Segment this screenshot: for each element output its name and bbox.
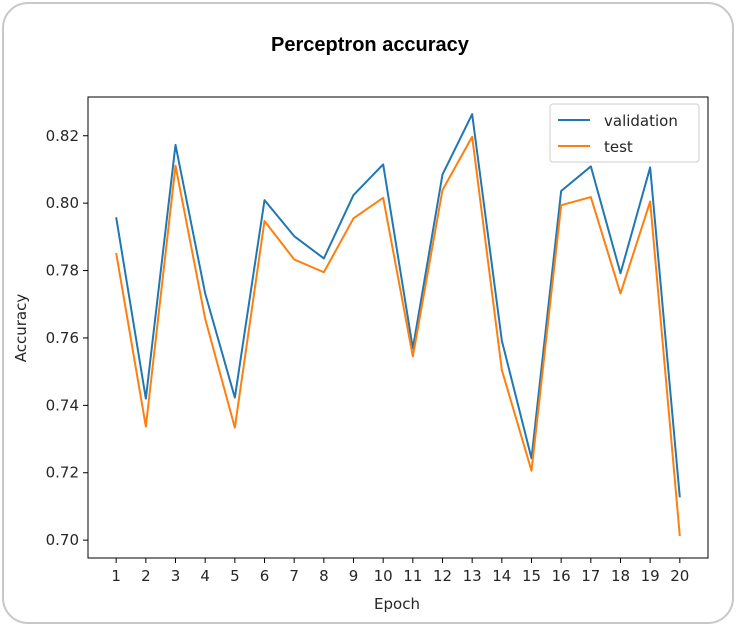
legend: validation test xyxy=(549,103,700,163)
series-lines xyxy=(115,113,681,537)
x-tick-label: 13 xyxy=(463,567,482,585)
y-tick-label: 0.72 xyxy=(46,464,79,482)
x-tick-label: 9 xyxy=(349,567,359,585)
plot-area xyxy=(87,96,709,559)
legend-box xyxy=(549,103,700,163)
legend-label-test: test xyxy=(604,138,633,156)
y-tick-label: 0.74 xyxy=(46,396,79,414)
series-line-validation xyxy=(115,113,681,498)
y-axis-label: Accuracy xyxy=(12,294,30,363)
x-tick-label: 18 xyxy=(611,567,630,585)
y-tick-label: 0.80 xyxy=(46,194,79,212)
x-tick-label: 17 xyxy=(581,567,600,585)
x-tick-label: 3 xyxy=(171,567,181,585)
y-tick-label: 0.82 xyxy=(46,127,79,145)
x-axis-ticks: 1 2 3 4 5 6 7 8 9 10 11 12 13 14 15 16 17 18 19 20 xyxy=(111,558,689,585)
x-tick-label: 20 xyxy=(670,567,689,585)
x-tick-label: 2 xyxy=(141,567,151,585)
x-tick-label: 16 xyxy=(552,567,571,585)
x-tick-label: 5 xyxy=(230,567,240,585)
y-axis-ticks: 0.70 0.72 0.74 0.76 0.78 0.80 0.82 xyxy=(46,127,88,549)
series-line-test xyxy=(115,135,681,537)
x-tick-label: 12 xyxy=(433,567,452,585)
x-tick-label: 4 xyxy=(200,567,210,585)
y-tick-label: 0.76 xyxy=(46,329,79,347)
x-tick-label: 7 xyxy=(289,567,299,585)
x-tick-label: 19 xyxy=(641,567,660,585)
chart-title: Perceptron accuracy xyxy=(271,34,469,56)
legend-label-validation: validation xyxy=(604,112,678,130)
x-tick-label: 14 xyxy=(492,567,511,585)
x-axis-label: Epoch xyxy=(374,595,420,613)
x-tick-label: 8 xyxy=(319,567,329,585)
x-tick-label: 6 xyxy=(260,567,270,585)
x-tick-label: 1 xyxy=(111,567,121,585)
x-tick-label: 11 xyxy=(403,567,422,585)
y-tick-label: 0.78 xyxy=(46,262,79,280)
x-tick-label: 10 xyxy=(374,567,393,585)
y-tick-label: 0.70 xyxy=(46,531,79,549)
x-tick-label: 15 xyxy=(522,567,541,585)
